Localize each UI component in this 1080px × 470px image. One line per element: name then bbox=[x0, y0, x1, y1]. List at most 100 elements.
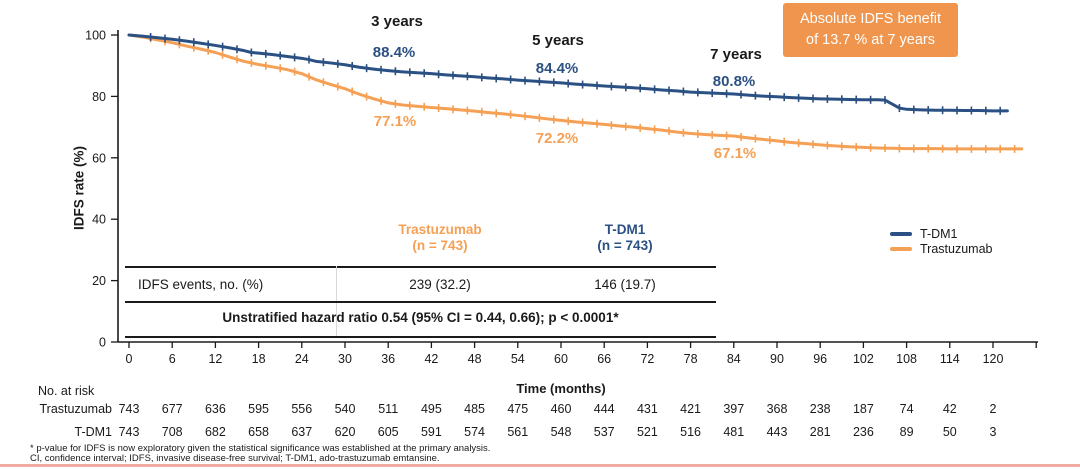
svg-text:636: 636 bbox=[205, 402, 226, 416]
svg-text:100: 100 bbox=[85, 29, 106, 43]
svg-text:120: 120 bbox=[983, 352, 1004, 366]
svg-text:537: 537 bbox=[594, 425, 615, 439]
absolute-benefit-callout: Absolute IDFS benefit of 13.7 % at 7 yea… bbox=[783, 3, 958, 57]
table-rule-middle bbox=[125, 301, 716, 303]
svg-text:60: 60 bbox=[92, 151, 106, 165]
svg-text:637: 637 bbox=[291, 425, 312, 439]
svg-text:540: 540 bbox=[335, 402, 356, 416]
svg-text:521: 521 bbox=[637, 425, 658, 439]
annotation-5y-tdm1-pct: 84.4% bbox=[535, 60, 579, 77]
table-row-label: IDFS events, no. (%) bbox=[138, 277, 264, 292]
svg-text:54: 54 bbox=[511, 352, 525, 366]
svg-text:495: 495 bbox=[421, 402, 442, 416]
table-header-trastuzumab-n: (n = 743) bbox=[412, 238, 468, 253]
hazard-ratio-text: Unstratified hazard ratio 0.54 (95% CI =… bbox=[222, 310, 619, 325]
svg-text:595: 595 bbox=[248, 402, 269, 416]
svg-text:24: 24 bbox=[295, 352, 309, 366]
svg-text:89: 89 bbox=[900, 425, 914, 439]
at-risk-title: No. at risk bbox=[38, 384, 95, 398]
table-header-tdm1: T-DM1 (n = 743) bbox=[545, 222, 705, 254]
svg-text:42: 42 bbox=[424, 352, 438, 366]
svg-text:30: 30 bbox=[338, 352, 352, 366]
svg-text:743: 743 bbox=[119, 402, 140, 416]
annotation-7-years: 7 years bbox=[710, 46, 762, 63]
svg-text:108: 108 bbox=[896, 352, 917, 366]
footnote-pvalue: * p-value for IDFS is now exploratory gi… bbox=[30, 443, 491, 454]
svg-text:42: 42 bbox=[943, 402, 957, 416]
table-value-trastuzumab-events: 239 (32.2) bbox=[409, 277, 471, 292]
legend-label-trastuzumab: Trastuzumab bbox=[920, 241, 993, 256]
svg-text:556: 556 bbox=[291, 402, 312, 416]
trastuzumab-line-swatch bbox=[890, 246, 912, 251]
svg-text:444: 444 bbox=[594, 402, 615, 416]
svg-text:431: 431 bbox=[637, 402, 658, 416]
svg-text:36: 36 bbox=[381, 352, 395, 366]
annotation-3-years: 3 years bbox=[371, 13, 423, 30]
table-rule-bottom bbox=[125, 336, 716, 338]
svg-text:2: 2 bbox=[990, 402, 997, 416]
footnote-abbreviations: CI, confidence interval; IDFS, invasive … bbox=[30, 453, 440, 464]
svg-text:0: 0 bbox=[126, 352, 133, 366]
svg-text:102: 102 bbox=[853, 352, 874, 366]
legend-item-trastuzumab: Trastuzumab bbox=[890, 241, 992, 256]
legend: T-DM1 Trastuzumab bbox=[890, 226, 992, 256]
svg-text:743: 743 bbox=[119, 425, 140, 439]
y-axis-title: IDFS rate (%) bbox=[71, 145, 87, 231]
svg-text:187: 187 bbox=[853, 402, 874, 416]
svg-text:682: 682 bbox=[205, 425, 226, 439]
annotation-5-years: 5 years bbox=[532, 32, 584, 49]
benefit-line1: Absolute IDFS benefit bbox=[799, 11, 942, 27]
svg-text:397: 397 bbox=[723, 402, 744, 416]
bottom-accent-rule bbox=[0, 464, 1080, 467]
svg-text:605: 605 bbox=[378, 425, 399, 439]
svg-text:12: 12 bbox=[208, 352, 222, 366]
annotation-7y-tdm1-pct: 80.8% bbox=[712, 73, 756, 90]
svg-text:443: 443 bbox=[767, 425, 788, 439]
svg-text:18: 18 bbox=[252, 352, 266, 366]
table-header-trastuzumab-name: Trastuzumab bbox=[398, 222, 482, 237]
table-header-tdm1-name: T-DM1 bbox=[604, 222, 646, 237]
svg-text:114: 114 bbox=[940, 352, 960, 366]
tdm1-line-swatch bbox=[890, 231, 912, 236]
svg-text:421: 421 bbox=[680, 402, 701, 416]
benefit-line2: of 13.7 % at 7 years bbox=[806, 32, 935, 48]
svg-text:238: 238 bbox=[810, 402, 831, 416]
svg-text:96: 96 bbox=[813, 352, 827, 366]
svg-text:80: 80 bbox=[92, 90, 106, 104]
svg-text:708: 708 bbox=[162, 425, 183, 439]
annotation-3y-trastuzumab-pct: 77.1% bbox=[373, 113, 417, 130]
svg-text:0: 0 bbox=[99, 336, 106, 350]
svg-text:516: 516 bbox=[680, 425, 701, 439]
svg-text:90: 90 bbox=[770, 352, 784, 366]
svg-text:66: 66 bbox=[597, 352, 611, 366]
table-header-trastuzumab: Trastuzumab (n = 743) bbox=[360, 222, 520, 254]
svg-text:460: 460 bbox=[551, 402, 572, 416]
svg-text:60: 60 bbox=[554, 352, 568, 366]
table-header-tdm1-n: (n = 743) bbox=[597, 238, 653, 253]
annotation-5y-trastuzumab-pct: 72.2% bbox=[535, 130, 579, 147]
svg-text:475: 475 bbox=[507, 402, 528, 416]
svg-text:620: 620 bbox=[335, 425, 356, 439]
legend-label-tdm1: T-DM1 bbox=[920, 226, 958, 241]
svg-text:3: 3 bbox=[990, 425, 997, 439]
svg-text:40: 40 bbox=[92, 213, 106, 227]
at-risk-row-label-tdm1: T-DM1 bbox=[74, 425, 113, 439]
svg-text:574: 574 bbox=[464, 425, 485, 439]
svg-text:20: 20 bbox=[92, 274, 106, 288]
table-rule-top bbox=[125, 266, 716, 268]
svg-text:281: 281 bbox=[810, 425, 831, 439]
svg-text:368: 368 bbox=[767, 402, 788, 416]
svg-text:50: 50 bbox=[943, 425, 957, 439]
svg-text:6: 6 bbox=[169, 352, 176, 366]
annotation-3y-tdm1-pct: 88.4% bbox=[372, 44, 416, 61]
annotation-7y-trastuzumab-pct: 67.1% bbox=[713, 145, 757, 162]
table-value-tdm1-events: 146 (19.7) bbox=[594, 277, 656, 292]
x-axis-title: Time (months) bbox=[516, 381, 606, 396]
svg-text:236: 236 bbox=[853, 425, 874, 439]
at-risk-row-label-trastuzumab: Trastuzumab bbox=[39, 402, 112, 416]
svg-text:481: 481 bbox=[723, 425, 744, 439]
svg-text:591: 591 bbox=[421, 425, 442, 439]
svg-text:485: 485 bbox=[464, 402, 485, 416]
